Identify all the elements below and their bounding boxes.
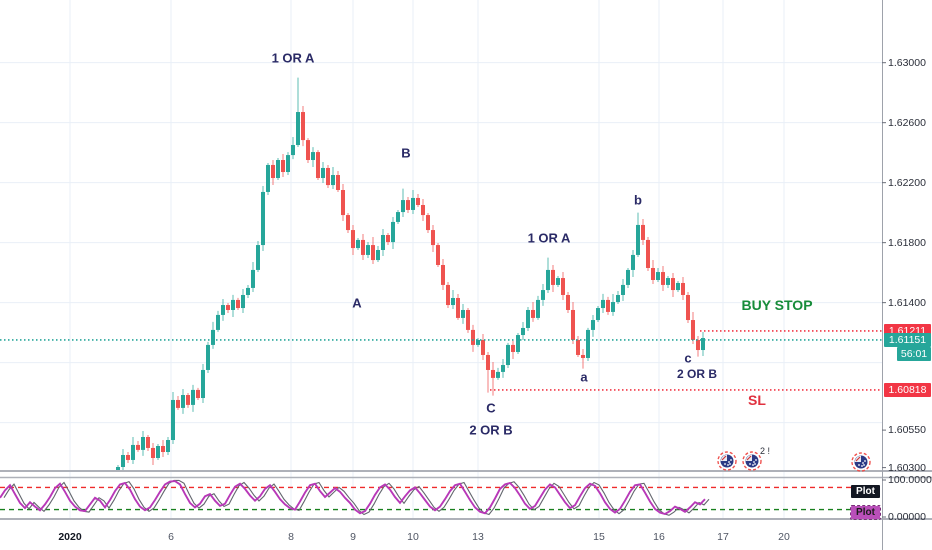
price-axis-label: 1.60300 xyxy=(888,461,926,474)
economic-event-flag-icon[interactable] xyxy=(851,452,871,472)
chart-annotation-text[interactable]: 1 OR A xyxy=(527,230,571,246)
economic-event-flag-icon[interactable]: 2 ! xyxy=(742,446,770,471)
axis-tick-marks xyxy=(882,62,886,518)
chart-annotation-text[interactable]: SL xyxy=(748,392,766,408)
last-price-badge[interactable]: 1.61151 xyxy=(884,332,931,347)
stop-loss-price-badge[interactable]: 1.60818 xyxy=(884,382,931,397)
time-axis-label: 10 xyxy=(407,531,419,543)
bar-countdown-badge: 56:01 xyxy=(897,346,931,361)
chart-annotation-text[interactable]: 2 OR B xyxy=(469,422,513,438)
stochastic-oscillator xyxy=(0,479,882,516)
time-axis-label: 9 xyxy=(350,531,356,543)
price-axis-label: 1.60550 xyxy=(888,424,926,437)
economic-event-flag-icon[interactable] xyxy=(717,451,737,471)
chart-annotation-text[interactable]: A xyxy=(352,295,362,311)
price-axis-label: 1.61400 xyxy=(888,296,926,309)
time-axis-label: 2020 xyxy=(58,531,82,543)
chart-annotation-text[interactable]: c xyxy=(684,350,692,366)
economic-event-markers[interactable]: 2 ! xyxy=(717,446,871,472)
price-axis-label: 1.62600 xyxy=(888,116,926,129)
price-axis-label: 1.61800 xyxy=(888,236,926,249)
chart-annotation-text[interactable]: B xyxy=(401,145,411,161)
time-axis-label: 15 xyxy=(593,531,605,543)
chart-annotation-text[interactable]: BUY STOP xyxy=(741,297,813,313)
chart-annotation-text[interactable]: a xyxy=(580,369,588,385)
oscillator-axis-label: 0.00000 xyxy=(888,511,926,523)
time-axis-label: 20 xyxy=(778,531,790,543)
candlestick-series xyxy=(116,77,705,470)
time-axis-label: 17 xyxy=(717,531,729,543)
oscillator-axis-label: 100.00000 xyxy=(888,474,932,486)
time-axis-label: 8 xyxy=(288,531,294,543)
chart-annotation-text[interactable]: 2 OR B xyxy=(676,367,718,381)
event-count-badge: 2 ! xyxy=(760,446,770,456)
chart-annotation-text[interactable]: b xyxy=(634,192,642,208)
chart-annotation-text[interactable]: 1 OR A xyxy=(271,50,315,66)
price-axis-label: 1.62200 xyxy=(888,176,926,189)
time-axis-label: 13 xyxy=(472,531,484,543)
oscillator-plot-badge-lower: Plot xyxy=(850,505,881,520)
oscillator-k-line xyxy=(0,480,706,516)
chart-annotation-text[interactable]: C xyxy=(486,400,496,416)
time-axis-label: 6 xyxy=(168,531,174,543)
gridlines xyxy=(0,0,882,518)
oscillator-plot-badge-upper: Plot xyxy=(851,485,880,498)
price-lines[interactable] xyxy=(0,330,882,391)
price-axis-label: 1.63000 xyxy=(888,56,926,69)
time-axis-label: 16 xyxy=(653,531,665,543)
